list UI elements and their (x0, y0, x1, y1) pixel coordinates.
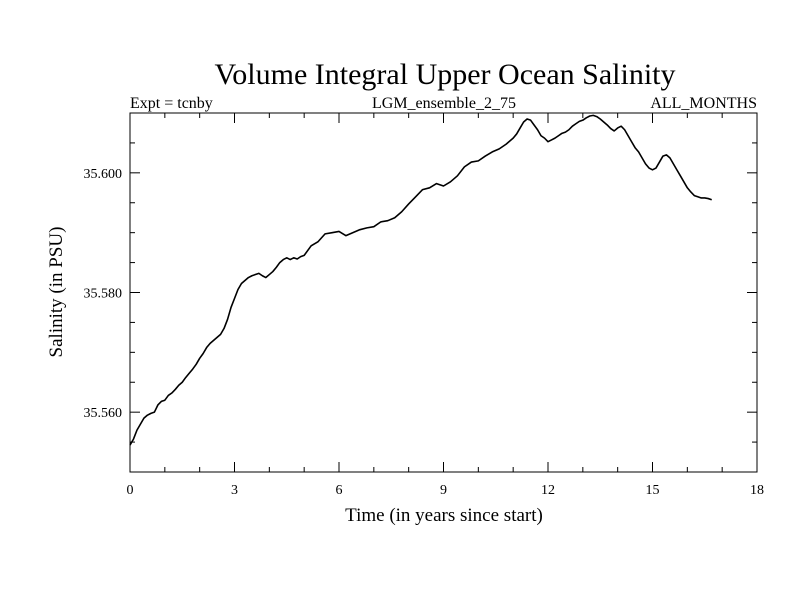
y-tick-label: 35.560 (84, 406, 123, 421)
axis-ticks (129, 113, 758, 472)
x-axis-label: Time (in years since start) (345, 505, 543, 526)
x-tick-label: 18 (750, 483, 764, 498)
x-tick-label: 15 (646, 483, 660, 498)
x-tick-labels: 0 3 6 9 12 15 18 (127, 483, 765, 498)
subtitle-months: ALL_MONTHS (650, 95, 757, 112)
y-tick-labels: 35.560 35.580 35.600 (84, 167, 123, 421)
x-tick-label: 12 (541, 483, 555, 498)
subtitle-experiment: Expt = tcnby (130, 95, 213, 112)
subtitle-ensemble: LGM_ensemble_2_75 (372, 95, 516, 112)
x-tick-label: 0 (127, 483, 134, 498)
x-tick-label: 6 (336, 483, 343, 498)
y-tick-label: 35.580 (84, 287, 123, 302)
salinity-series-line (129, 114, 712, 446)
plot-frame (129, 112, 758, 473)
chart-title: Volume Integral Upper Ocean Salinity (215, 58, 676, 91)
x-tick-label: 9 (440, 483, 447, 498)
x-tick-label: 3 (231, 483, 238, 498)
y-axis-label: Salinity (in PSU) (46, 227, 67, 358)
y-tick-label: 35.600 (84, 167, 123, 182)
